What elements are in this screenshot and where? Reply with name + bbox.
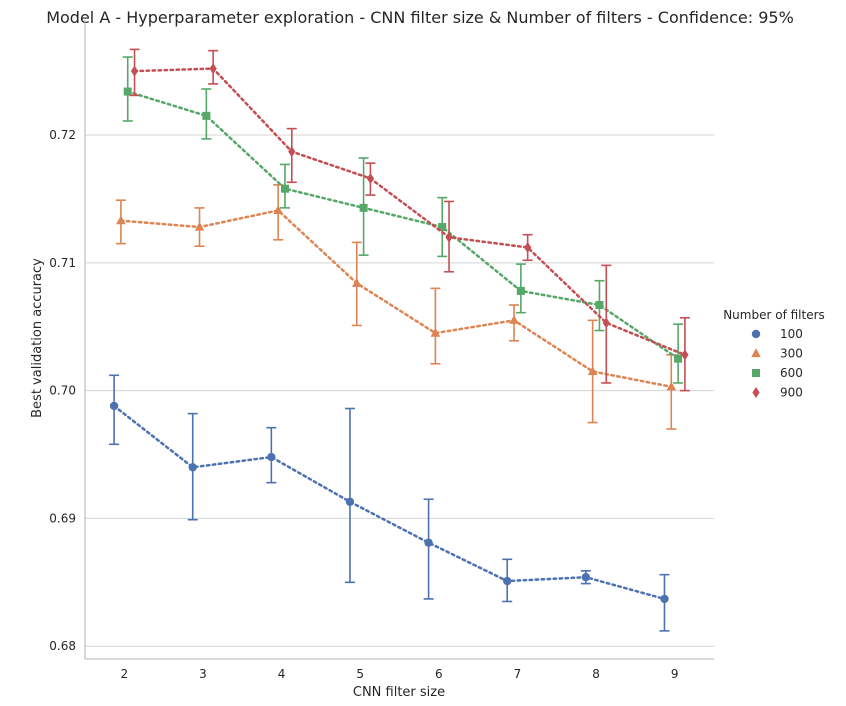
data-point xyxy=(438,223,447,232)
x-tick-label: 6 xyxy=(435,667,443,681)
y-axis-label: Best validation accuracy xyxy=(30,258,45,418)
data-point xyxy=(188,463,197,472)
data-point xyxy=(666,381,677,391)
data-point xyxy=(602,317,610,329)
data-point xyxy=(194,221,205,231)
series-600 xyxy=(122,56,684,384)
x-tick-label: 5 xyxy=(356,667,364,681)
legend-label-900: 900 xyxy=(780,386,803,400)
x-axis-ticks: 2 3 4 5 6 7 8 9 xyxy=(120,667,678,681)
data-point xyxy=(674,354,683,363)
data-point xyxy=(660,594,669,604)
x-tick-label: 7 xyxy=(514,667,522,681)
chart-title: Model A - Hyperparameter exploration - C… xyxy=(46,8,794,27)
legend-title: Number of filters xyxy=(723,308,825,322)
data-point xyxy=(280,184,289,193)
data-point xyxy=(116,215,126,225)
data-point xyxy=(587,366,598,376)
data-point xyxy=(288,146,296,158)
legend-label-100: 100 xyxy=(780,327,803,341)
x-tick-label: 2 xyxy=(120,667,128,681)
y-tick-label: 0.69 xyxy=(49,511,76,525)
series-100 xyxy=(109,374,670,632)
series-900 xyxy=(129,48,690,392)
series-line xyxy=(112,404,666,601)
x-tick-label: 3 xyxy=(199,667,207,681)
data-point xyxy=(430,327,441,337)
data-point xyxy=(445,231,453,243)
data-point xyxy=(366,172,375,184)
y-tick-label: 0.70 xyxy=(49,384,76,398)
data-point xyxy=(509,315,519,324)
y-axis-ticks: 0.68 0.69 0.70 0.71 0.72 xyxy=(49,128,76,653)
data-point xyxy=(424,538,433,547)
data-point xyxy=(267,452,276,462)
data-point xyxy=(209,63,217,75)
data-point xyxy=(503,576,512,586)
legend-marker-300 xyxy=(751,348,761,358)
data-point xyxy=(123,87,132,96)
legend-marker-100 xyxy=(751,329,761,339)
y-tick-label: 0.72 xyxy=(49,128,76,142)
legend-marker-900 xyxy=(752,387,760,398)
data-point xyxy=(681,349,689,361)
legend: Number of filters 100 300 600 900 xyxy=(723,308,825,400)
legend-items: 100 300 600 900 xyxy=(751,327,803,400)
data-point xyxy=(524,241,532,253)
data-point xyxy=(351,278,362,287)
x-tick-label: 9 xyxy=(671,667,679,681)
series-300 xyxy=(115,184,677,430)
data-point xyxy=(581,573,591,582)
legend-label-300: 300 xyxy=(780,347,803,361)
data-point xyxy=(109,401,119,411)
legend-marker-600 xyxy=(752,369,760,377)
data-point xyxy=(516,286,525,295)
series-line xyxy=(119,209,673,389)
data-point xyxy=(359,203,368,212)
x-axis-label: CNN filter size xyxy=(353,685,445,700)
series-line xyxy=(133,67,687,357)
series-layer xyxy=(109,48,690,632)
data-point xyxy=(202,111,211,120)
data-point xyxy=(345,497,355,507)
data-point xyxy=(130,65,139,77)
legend-label-600: 600 xyxy=(780,366,803,380)
grid xyxy=(85,134,714,647)
axes-spines xyxy=(84,20,714,660)
x-tick-label: 8 xyxy=(592,667,600,681)
y-tick-label: 0.68 xyxy=(49,639,76,653)
data-point xyxy=(595,300,604,309)
data-point xyxy=(273,205,283,215)
y-tick-label: 0.71 xyxy=(49,256,76,270)
x-tick-label: 4 xyxy=(278,667,286,681)
